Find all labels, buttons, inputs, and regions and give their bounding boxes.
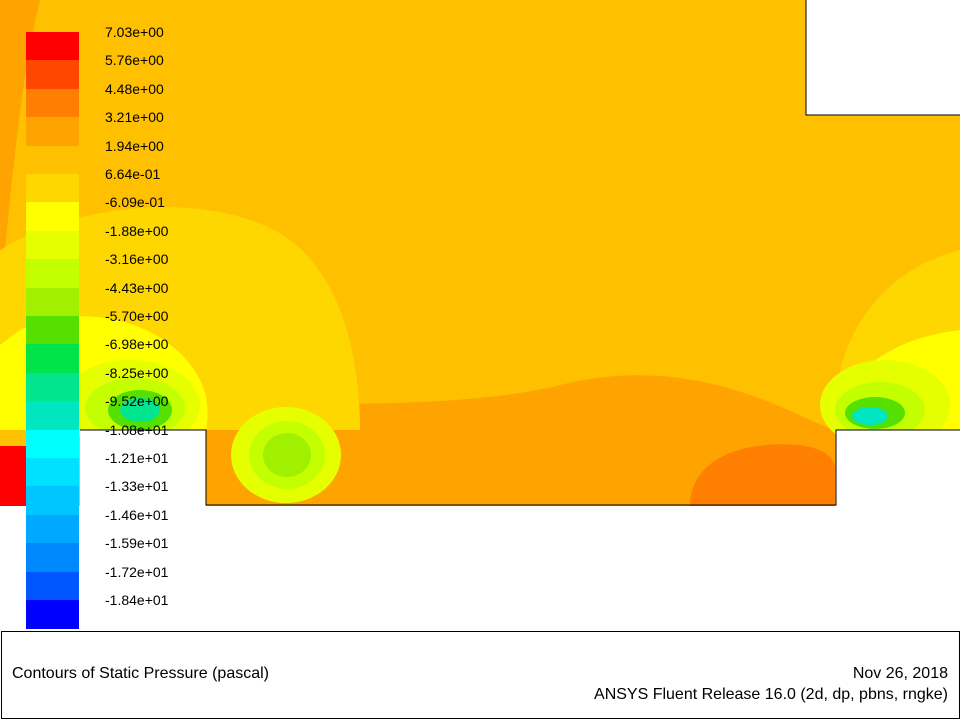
plot-info-panel: Contours of Static Pressure (pascal) Nov… bbox=[1, 631, 960, 719]
contour-band-high-pressure-pocket bbox=[690, 444, 835, 506]
contour-band-inlet-high bbox=[0, 446, 26, 506]
solid-below-channel bbox=[0, 506, 960, 630]
boundary-top-right-block bbox=[805, 0, 960, 116]
pressure-contour-plot[interactable] bbox=[0, 0, 960, 630]
graphics-viewport[interactable]: 7.03e+00 5.76e+00 4.48e+00 3.21e+00 1.94e+00… bbox=[0, 0, 960, 630]
contour-band-left-edge bbox=[0, 0, 40, 300]
software-version: ANSYS Fluent Release 16.0 (2d, dp, pbns,… bbox=[594, 686, 948, 703]
contour-band-right-vortex-4 bbox=[852, 407, 888, 425]
contour-band-left-vortex-4 bbox=[120, 398, 160, 422]
solid-step-right bbox=[836, 430, 960, 506]
solid-top-right-block bbox=[806, 0, 960, 115]
solid-step-left bbox=[80, 430, 206, 506]
boundary-lower-wall bbox=[80, 429, 960, 506]
plot-date: Nov 26, 2018 bbox=[852, 665, 948, 682]
contour-band-cavity-inner bbox=[263, 433, 311, 477]
plot-title: Contours of Static Pressure (pascal) bbox=[12, 665, 269, 682]
